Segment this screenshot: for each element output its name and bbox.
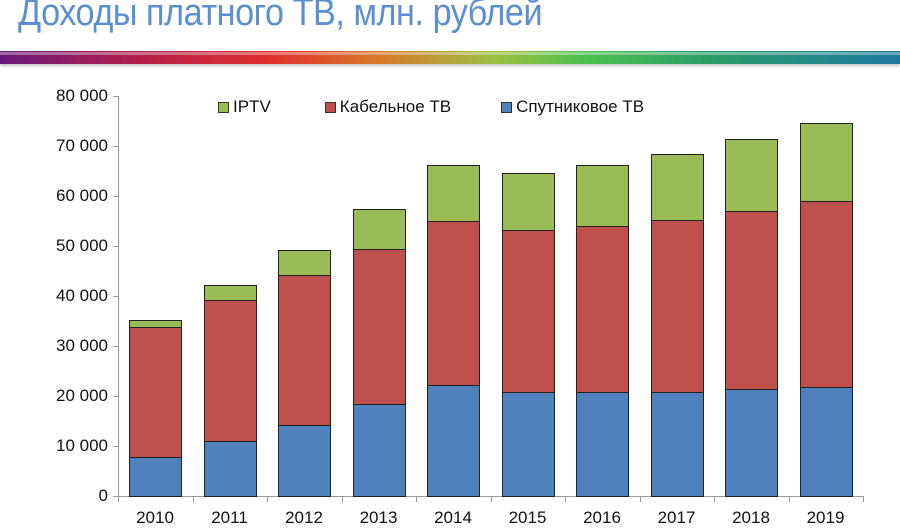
y-tick-mark [113,246,118,247]
y-tick-mark [113,146,118,147]
bar-segment-cable [799,200,853,388]
bar-segment-cable [725,210,779,390]
bar-segment-iptv [576,164,630,227]
bar-segment-iptv [799,122,853,202]
x-tick-mark [565,496,566,502]
x-tick-mark [416,496,417,502]
legend-swatch-iptv-icon [218,101,229,113]
x-tick-label: 2019 [806,508,845,527]
legend-item-cable: Кабельное ТВ [324,97,452,117]
x-tick-mark [490,496,492,502]
bar-segment-satellite [501,391,555,497]
bar-segment-cable [129,326,183,458]
x-tick-label: 2018 [732,508,770,527]
bar-segment-iptv [278,249,332,276]
x-tick-label: 2010 [136,508,174,527]
bar-segment-satellite [799,386,853,497]
chart-legend: IPTV Кабельное ТВ Спутниковое ТВ [218,97,688,117]
x-axis [113,496,864,497]
x-tick-label: 2016 [583,508,621,527]
bar-segment-iptv [427,164,481,222]
legend-label: IPTV [233,97,271,116]
x-tick-mark [714,496,715,502]
y-tick-mark [113,96,118,97]
y-tick-mark [113,346,118,347]
bar-segment-iptv [129,320,183,328]
x-tick-label: 2012 [285,508,323,527]
bar-segment-iptv [352,209,406,250]
bar-segment-cable [576,225,630,393]
x-tick-mark [788,496,790,502]
bar-segment-iptv [650,153,704,221]
x-tick-label: 2011 [211,508,248,527]
x-tick-label: 2014 [434,508,472,527]
bar-segment-satellite [203,440,257,497]
bar-segment-cable [427,221,481,386]
page-title: Доходы платного ТВ, млн. рублей [18,0,543,34]
bar-segment-satellite [725,389,779,497]
legend-label: Спутниковое ТВ [516,97,645,116]
bar-segment-satellite [352,404,406,497]
bar-segment-cable [278,274,332,426]
legend-swatch-cable-icon [324,101,336,113]
bar-segment-satellite [576,391,630,497]
x-tick-label: 2013 [359,508,398,527]
legend-item-iptv: IPTV [218,97,271,117]
x-tick-mark [192,496,194,502]
x-tick-mark [267,496,268,502]
x-tick-mark [863,496,864,502]
y-tick-label: 20 000 [56,386,108,405]
bar-segment-iptv [203,284,257,301]
bar-segment-iptv [725,138,779,212]
bar-segment-cable [501,230,555,393]
y-tick-mark [113,196,118,197]
decorative-rainbow-divider [0,51,900,64]
y-tick-mark [113,496,118,497]
y-tick-mark [113,296,118,297]
bar-segment-cable [650,219,704,393]
y-tick-label: 40 000 [56,286,108,305]
legend-swatch-satellite-icon [501,101,513,113]
bar-segment-iptv [501,173,555,231]
legend-item-satellite: Спутниковое ТВ [501,97,644,117]
legend-label: Кабельное ТВ [339,97,452,116]
bar-segment-satellite [129,457,183,497]
y-axis [118,96,119,497]
bar-segment-satellite [427,384,481,497]
y-tick-mark [113,446,118,447]
y-tick-mark [113,396,118,397]
x-tick-label: 2015 [508,508,547,527]
bar-segment-satellite [278,424,332,497]
x-tick-mark [341,496,343,502]
y-tick-label: 70 000 [56,136,108,155]
y-tick-label: 0 [98,486,108,505]
x-tick-mark [118,496,119,502]
y-tick-label: 30 000 [56,336,108,355]
bar-segment-cable [352,248,406,405]
y-tick-label: 60 000 [56,186,108,205]
x-tick-mark [639,496,641,502]
y-tick-label: 50 000 [56,236,108,255]
y-tick-label: 80 000 [56,86,108,105]
bar-segment-satellite [650,391,704,497]
x-tick-label: 2017 [657,508,696,527]
y-tick-label: 10 000 [56,436,108,455]
bar-segment-cable [203,299,257,442]
